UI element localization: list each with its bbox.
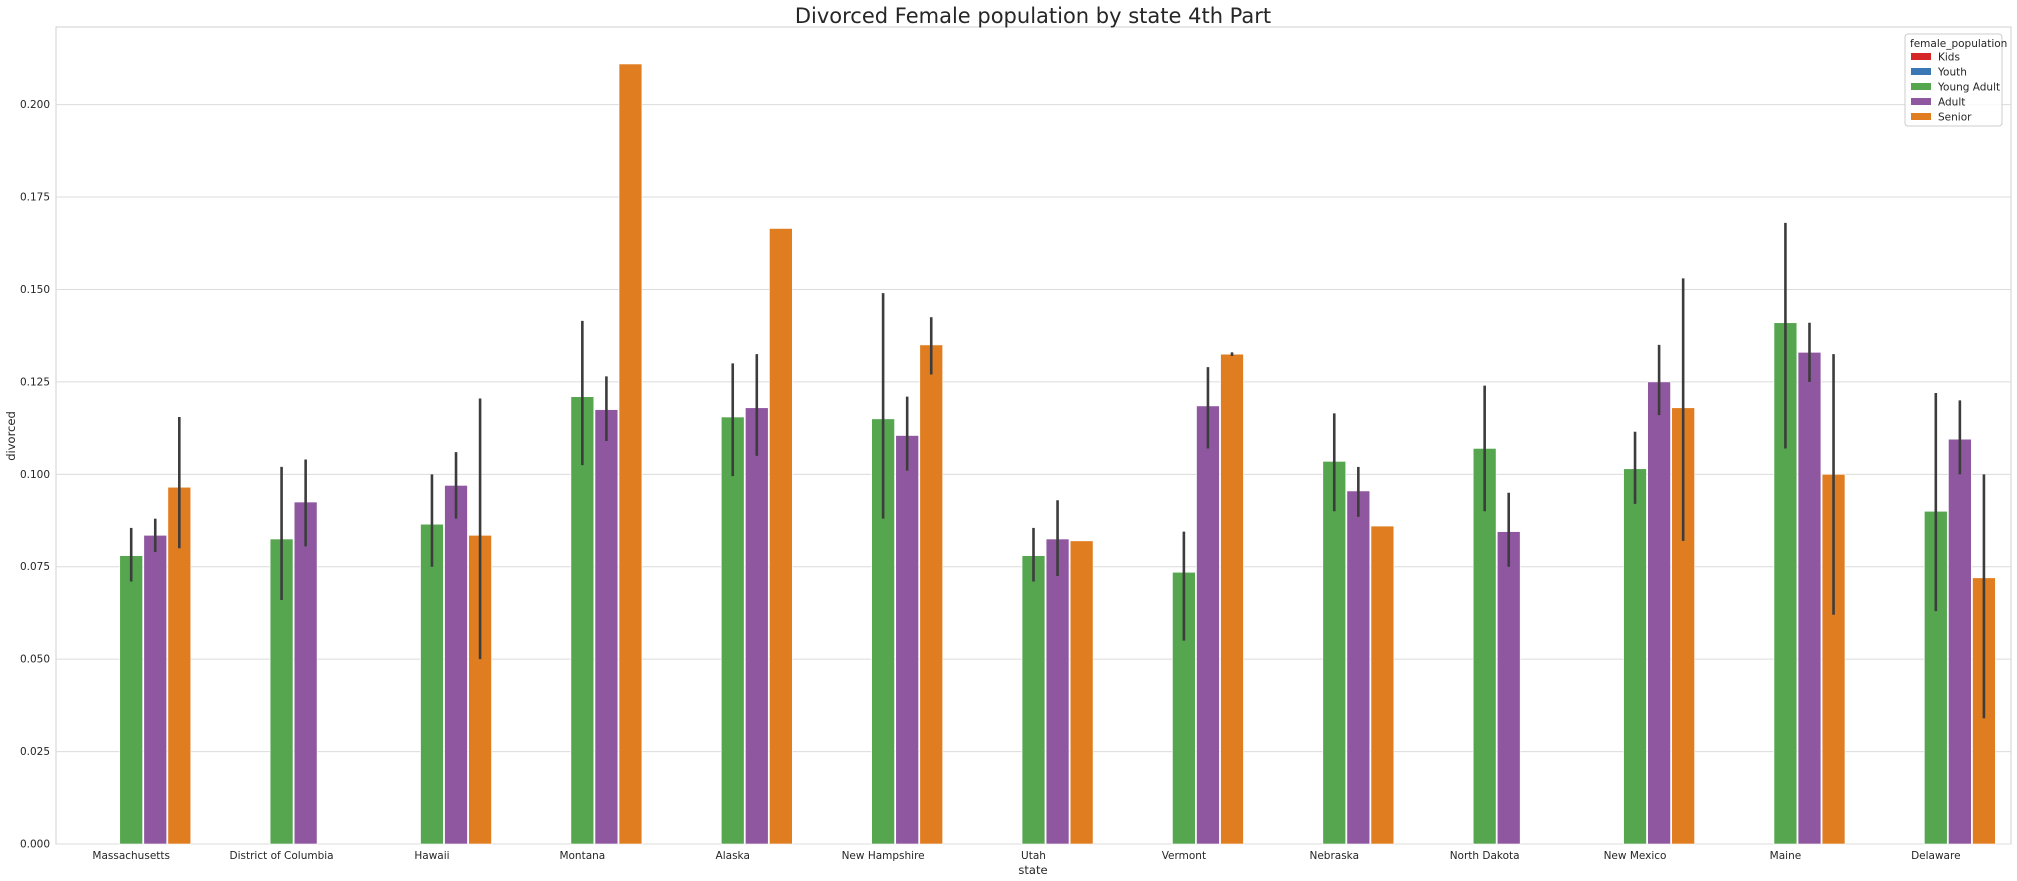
bar-senior-nebraska (1370, 525, 1395, 845)
bar-adult-new-hampshire (895, 435, 919, 845)
legend-label-senior: Senior (1938, 112, 1972, 124)
y-tick-label: 0.125 (20, 376, 50, 388)
x-tick-label: Delaware (1911, 850, 1960, 862)
bar-young-adult-massachusetts (119, 555, 143, 845)
x-tick-label: New Hampshire (842, 850, 925, 862)
legend-swatch-adult (1911, 98, 1931, 105)
bar-senior-montana (618, 63, 643, 845)
legend-label-adult: Adult (1938, 97, 1965, 109)
y-tick-label: 0.025 (20, 746, 50, 758)
y-tick-label: 0.150 (20, 284, 50, 296)
bar-adult-alaska (745, 407, 769, 845)
bar-adult-montana (594, 409, 619, 845)
x-tick-label: New Mexico (1604, 850, 1667, 862)
bar-senior-utah (1069, 540, 1094, 845)
bar-adult-new-mexico (1647, 381, 1671, 845)
bar-adult-massachusetts (143, 535, 167, 845)
bar-young-adult-alaska (720, 416, 745, 845)
legend-swatch-senior (1911, 113, 1931, 120)
bar-senior-new-hampshire (919, 344, 943, 845)
y-tick-label: 0.000 (20, 839, 50, 851)
x-tick-label: Montana (559, 850, 605, 862)
legend-swatch-youth (1911, 68, 1931, 75)
legend-label-kids: Kids (1938, 52, 1960, 64)
bar-young-adult-nebraska (1322, 461, 1347, 845)
y-tick-label: 0.075 (20, 561, 50, 573)
legend-title: female_population (1910, 38, 2007, 50)
y-tick-label: 0.200 (20, 99, 50, 111)
x-tick-labels: Massachusetts District of Columbia Hawaii M… (92, 850, 1960, 862)
y-tick-label: 0.175 (20, 192, 50, 204)
y-tick-labels: 0.000 0.025 0.050 0.075 0.100 0.125 0.150 0.175… (20, 99, 50, 850)
legend-label-young-adult: Young Adult (1937, 82, 2000, 94)
bar-adult-delaware (1948, 438, 1972, 845)
x-axis-label: state (1018, 863, 1047, 877)
bar-adult-hawaii (444, 485, 468, 845)
x-tick-label: Massachusetts (92, 850, 170, 862)
legend-label-youth: Youth (1937, 67, 1967, 79)
y-axis-label: divorced (4, 411, 18, 461)
x-tick-label: North Dakota (1450, 850, 1520, 862)
x-tick-label: Vermont (1162, 850, 1206, 862)
bar-adult-north-dakota (1496, 531, 1521, 845)
y-tick-label: 0.050 (20, 654, 50, 666)
bar-adult-district-of-columbia (293, 501, 318, 845)
x-tick-label: Alaska (716, 850, 750, 862)
bar-adult-nebraska (1346, 490, 1371, 845)
bar-adult-vermont (1196, 405, 1220, 845)
bar-adult-utah (1045, 538, 1070, 845)
x-tick-label: Utah (1021, 850, 1046, 862)
x-tick-label: Maine (1770, 850, 1802, 862)
bar-young-adult-new-mexico (1623, 468, 1647, 845)
error-bars (129, 222, 1986, 719)
bar-young-adult-utah (1021, 555, 1046, 845)
legend: female_population Kids Youth Young Adult Ad… (1904, 33, 2007, 127)
chart-title: Divorced Female population by state 4th … (795, 4, 1271, 28)
bar-senior-vermont (1220, 353, 1244, 845)
bar-young-adult-hawaii (420, 523, 444, 845)
bar-adult-maine (1797, 352, 1822, 845)
bars (119, 63, 1996, 845)
x-tick-label: District of Columbia (230, 850, 334, 862)
x-tick-label: Nebraska (1309, 850, 1359, 862)
y-tick-label: 0.100 (20, 469, 50, 481)
legend-swatch-young-adult (1911, 83, 1931, 90)
bar-senior-alaska (769, 228, 793, 845)
legend-swatch-kids (1911, 53, 1931, 60)
x-tick-label: Hawaii (414, 850, 449, 862)
